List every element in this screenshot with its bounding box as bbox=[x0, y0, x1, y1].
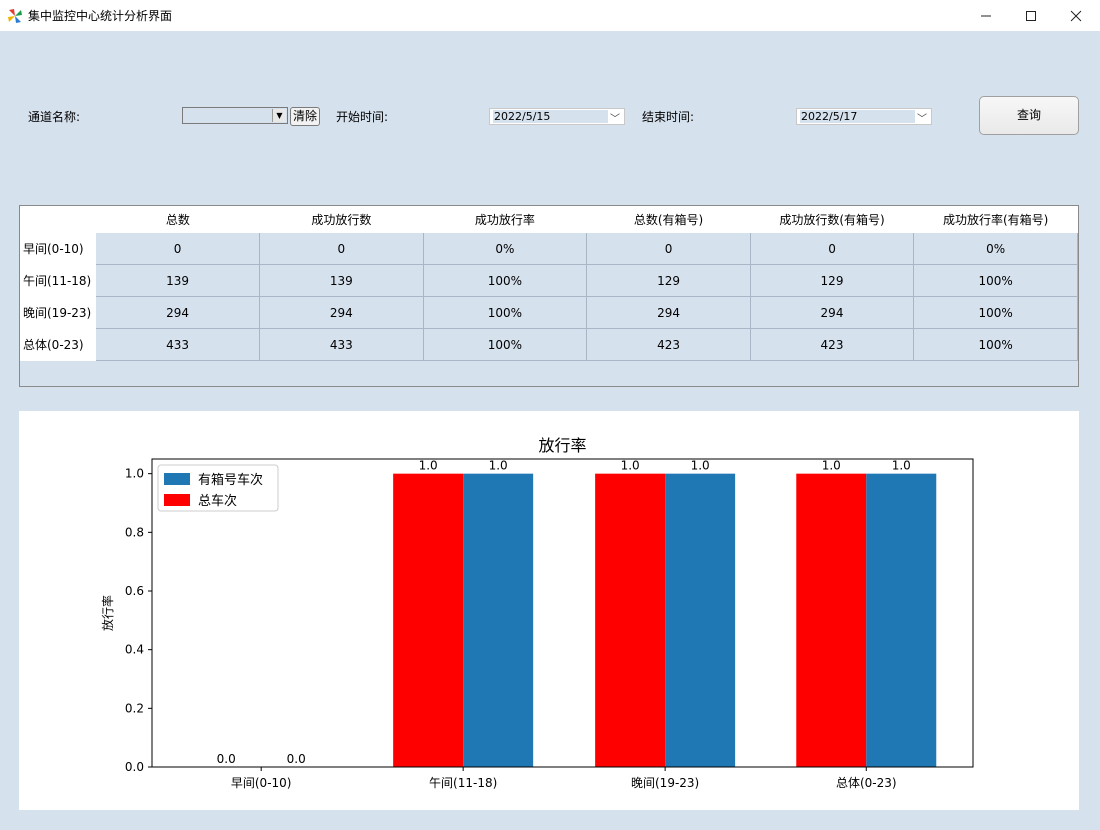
table-cell[interactable]: 0 bbox=[96, 233, 261, 265]
table-cell[interactable]: 433 bbox=[96, 328, 261, 361]
close-icon bbox=[1070, 10, 1082, 21]
y-tick-label: 0.4 bbox=[125, 643, 144, 657]
table-cell[interactable]: 0% bbox=[423, 233, 588, 265]
start-time-label: 开始时间: bbox=[336, 110, 389, 124]
table-cell[interactable]: 0% bbox=[913, 233, 1078, 265]
legend-swatch bbox=[164, 494, 190, 506]
table-cell[interactable]: 0 bbox=[259, 233, 424, 265]
table-row[interactable]: 总体(0-23) 433 433 100% 423 423 100% bbox=[20, 328, 1078, 361]
chevron-down-icon[interactable]: ﹀ bbox=[917, 114, 927, 125]
table-cell[interactable]: 139 bbox=[96, 264, 261, 297]
bar-total bbox=[796, 473, 867, 767]
bar-data-label: 1.0 bbox=[691, 459, 710, 473]
table-cell[interactable]: 100% bbox=[913, 296, 1078, 329]
row-header[interactable]: 早间(0-10) bbox=[20, 233, 97, 265]
channel-label: 通道名称: bbox=[28, 110, 81, 124]
table-cell[interactable]: 129 bbox=[586, 264, 751, 297]
bar-data-label: 1.0 bbox=[621, 459, 640, 473]
chart-panel: 放行率 0.0 0.2 0.4 0.6 0.8 1.0 放行率 0.0 0.0 早间(0-10) 1.… bbox=[19, 411, 1079, 810]
chart-title: 放行率 bbox=[538, 436, 586, 455]
y-tick-label: 0.6 bbox=[125, 584, 144, 598]
table-cell[interactable]: 294 bbox=[96, 296, 261, 329]
dropdown-arrow-icon[interactable]: ▼ bbox=[272, 109, 286, 122]
table-cell[interactable]: 433 bbox=[259, 328, 424, 361]
bar-data-label: 1.0 bbox=[419, 459, 438, 473]
table-row[interactable]: 早间(0-10) 0 0 0% 0 0 0% bbox=[20, 233, 1078, 265]
table-cell[interactable]: 0 bbox=[750, 233, 915, 265]
table-cell[interactable]: 100% bbox=[423, 328, 588, 361]
table-cell[interactable]: 100% bbox=[423, 296, 588, 329]
table-cell[interactable]: 294 bbox=[259, 296, 424, 329]
x-tick-label: 早间(0-10) bbox=[231, 776, 292, 790]
chevron-down-icon[interactable]: ﹀ bbox=[610, 114, 620, 125]
legend-entry: 有箱号车次 bbox=[198, 472, 263, 488]
table-header[interactable]: 成功放行率(有箱号) bbox=[913, 206, 1078, 233]
minimize-button[interactable] bbox=[963, 0, 1009, 31]
stats-table[interactable]: 总数 成功放行数 成功放行率 总数(有箱号) 成功放行数(有箱号) 成功放行率(… bbox=[19, 205, 1079, 387]
table-cell[interactable]: 423 bbox=[750, 328, 915, 361]
x-tick-label: 总体(0-23) bbox=[836, 776, 897, 790]
query-button[interactable]: 查询 bbox=[979, 96, 1079, 135]
x-tick-label: 晚间(19-23) bbox=[631, 776, 699, 790]
x-tick-label: 午间(11-18) bbox=[429, 776, 497, 790]
y-tick-label: 0.0 bbox=[125, 760, 144, 774]
table-row[interactable]: 午间(11-18) 139 139 100% 129 129 100% bbox=[20, 264, 1078, 297]
close-button[interactable] bbox=[1053, 0, 1099, 31]
y-tick-label: 0.2 bbox=[125, 701, 144, 715]
start-date-value[interactable]: 2022/5/15 bbox=[493, 110, 608, 123]
maximize-button[interactable] bbox=[1008, 0, 1054, 31]
plot-frame bbox=[151, 458, 974, 768]
bar-data-label: 0.0 bbox=[287, 752, 306, 766]
bar-data-label: 0.0 bbox=[217, 752, 236, 766]
maximize-icon bbox=[1026, 10, 1036, 21]
bar-total bbox=[393, 473, 464, 767]
table-cell[interactable]: 100% bbox=[913, 328, 1078, 361]
pass-rate-bar-chart: 放行率 0.0 0.2 0.4 0.6 0.8 1.0 放行率 0.0 0.0 早间(0-10) 1.… bbox=[100, 436, 974, 790]
channel-dropdown[interactable]: ▼ bbox=[182, 107, 288, 124]
app-logo-icon bbox=[8, 9, 22, 23]
start-date-picker[interactable]: 2022/5/15 ﹀ bbox=[489, 108, 625, 125]
bar-total bbox=[595, 473, 666, 767]
y-tick-label: 0.8 bbox=[125, 525, 144, 539]
table-cell[interactable]: 139 bbox=[259, 264, 424, 297]
table-header[interactable]: 总数(有箱号) bbox=[586, 206, 751, 233]
end-date-picker[interactable]: 2022/5/17 ﹀ bbox=[796, 108, 932, 125]
clear-button[interactable]: 清除 bbox=[290, 107, 320, 126]
table-cell[interactable]: 0 bbox=[586, 233, 751, 265]
end-date-value[interactable]: 2022/5/17 bbox=[800, 110, 915, 123]
table-row[interactable]: 晚间(19-23) 294 294 100% 294 294 100% bbox=[20, 296, 1078, 329]
window-title: 集中监控中心统计分析界面 bbox=[28, 9, 173, 23]
title-bar: 集中监控中心统计分析界面 bbox=[0, 0, 1100, 31]
legend-entry: 总车次 bbox=[198, 493, 237, 509]
table-header[interactable]: 成功放行率 bbox=[423, 206, 587, 233]
table-header[interactable]: 成功放行数 bbox=[259, 206, 424, 233]
row-header[interactable]: 午间(11-18) bbox=[20, 264, 97, 297]
table-header-corner bbox=[20, 206, 97, 233]
table-cell[interactable]: 423 bbox=[586, 328, 751, 361]
bar-data-label: 1.0 bbox=[892, 459, 911, 473]
table-cell[interactable]: 100% bbox=[423, 264, 588, 297]
y-axis-label: 放行率 bbox=[100, 595, 115, 631]
legend-swatch bbox=[164, 473, 190, 485]
bar-box bbox=[866, 473, 937, 767]
row-header[interactable]: 总体(0-23) bbox=[20, 328, 97, 361]
bar-data-label: 1.0 bbox=[489, 459, 508, 473]
table-cell[interactable]: 294 bbox=[750, 296, 915, 329]
bar-box bbox=[665, 473, 736, 767]
table-header[interactable]: 成功放行数(有箱号) bbox=[750, 206, 914, 233]
table-cell[interactable]: 129 bbox=[750, 264, 915, 297]
y-tick-label: 1.0 bbox=[125, 467, 144, 481]
table-cell[interactable]: 294 bbox=[586, 296, 751, 329]
bar-box bbox=[463, 473, 534, 767]
bar-data-label: 1.0 bbox=[822, 459, 841, 473]
row-header[interactable]: 晚间(19-23) bbox=[20, 296, 97, 329]
table-header[interactable]: 总数 bbox=[96, 206, 260, 233]
minimize-icon bbox=[981, 15, 991, 16]
table-cell[interactable]: 100% bbox=[913, 264, 1078, 297]
end-time-label: 结束时间: bbox=[642, 110, 695, 124]
